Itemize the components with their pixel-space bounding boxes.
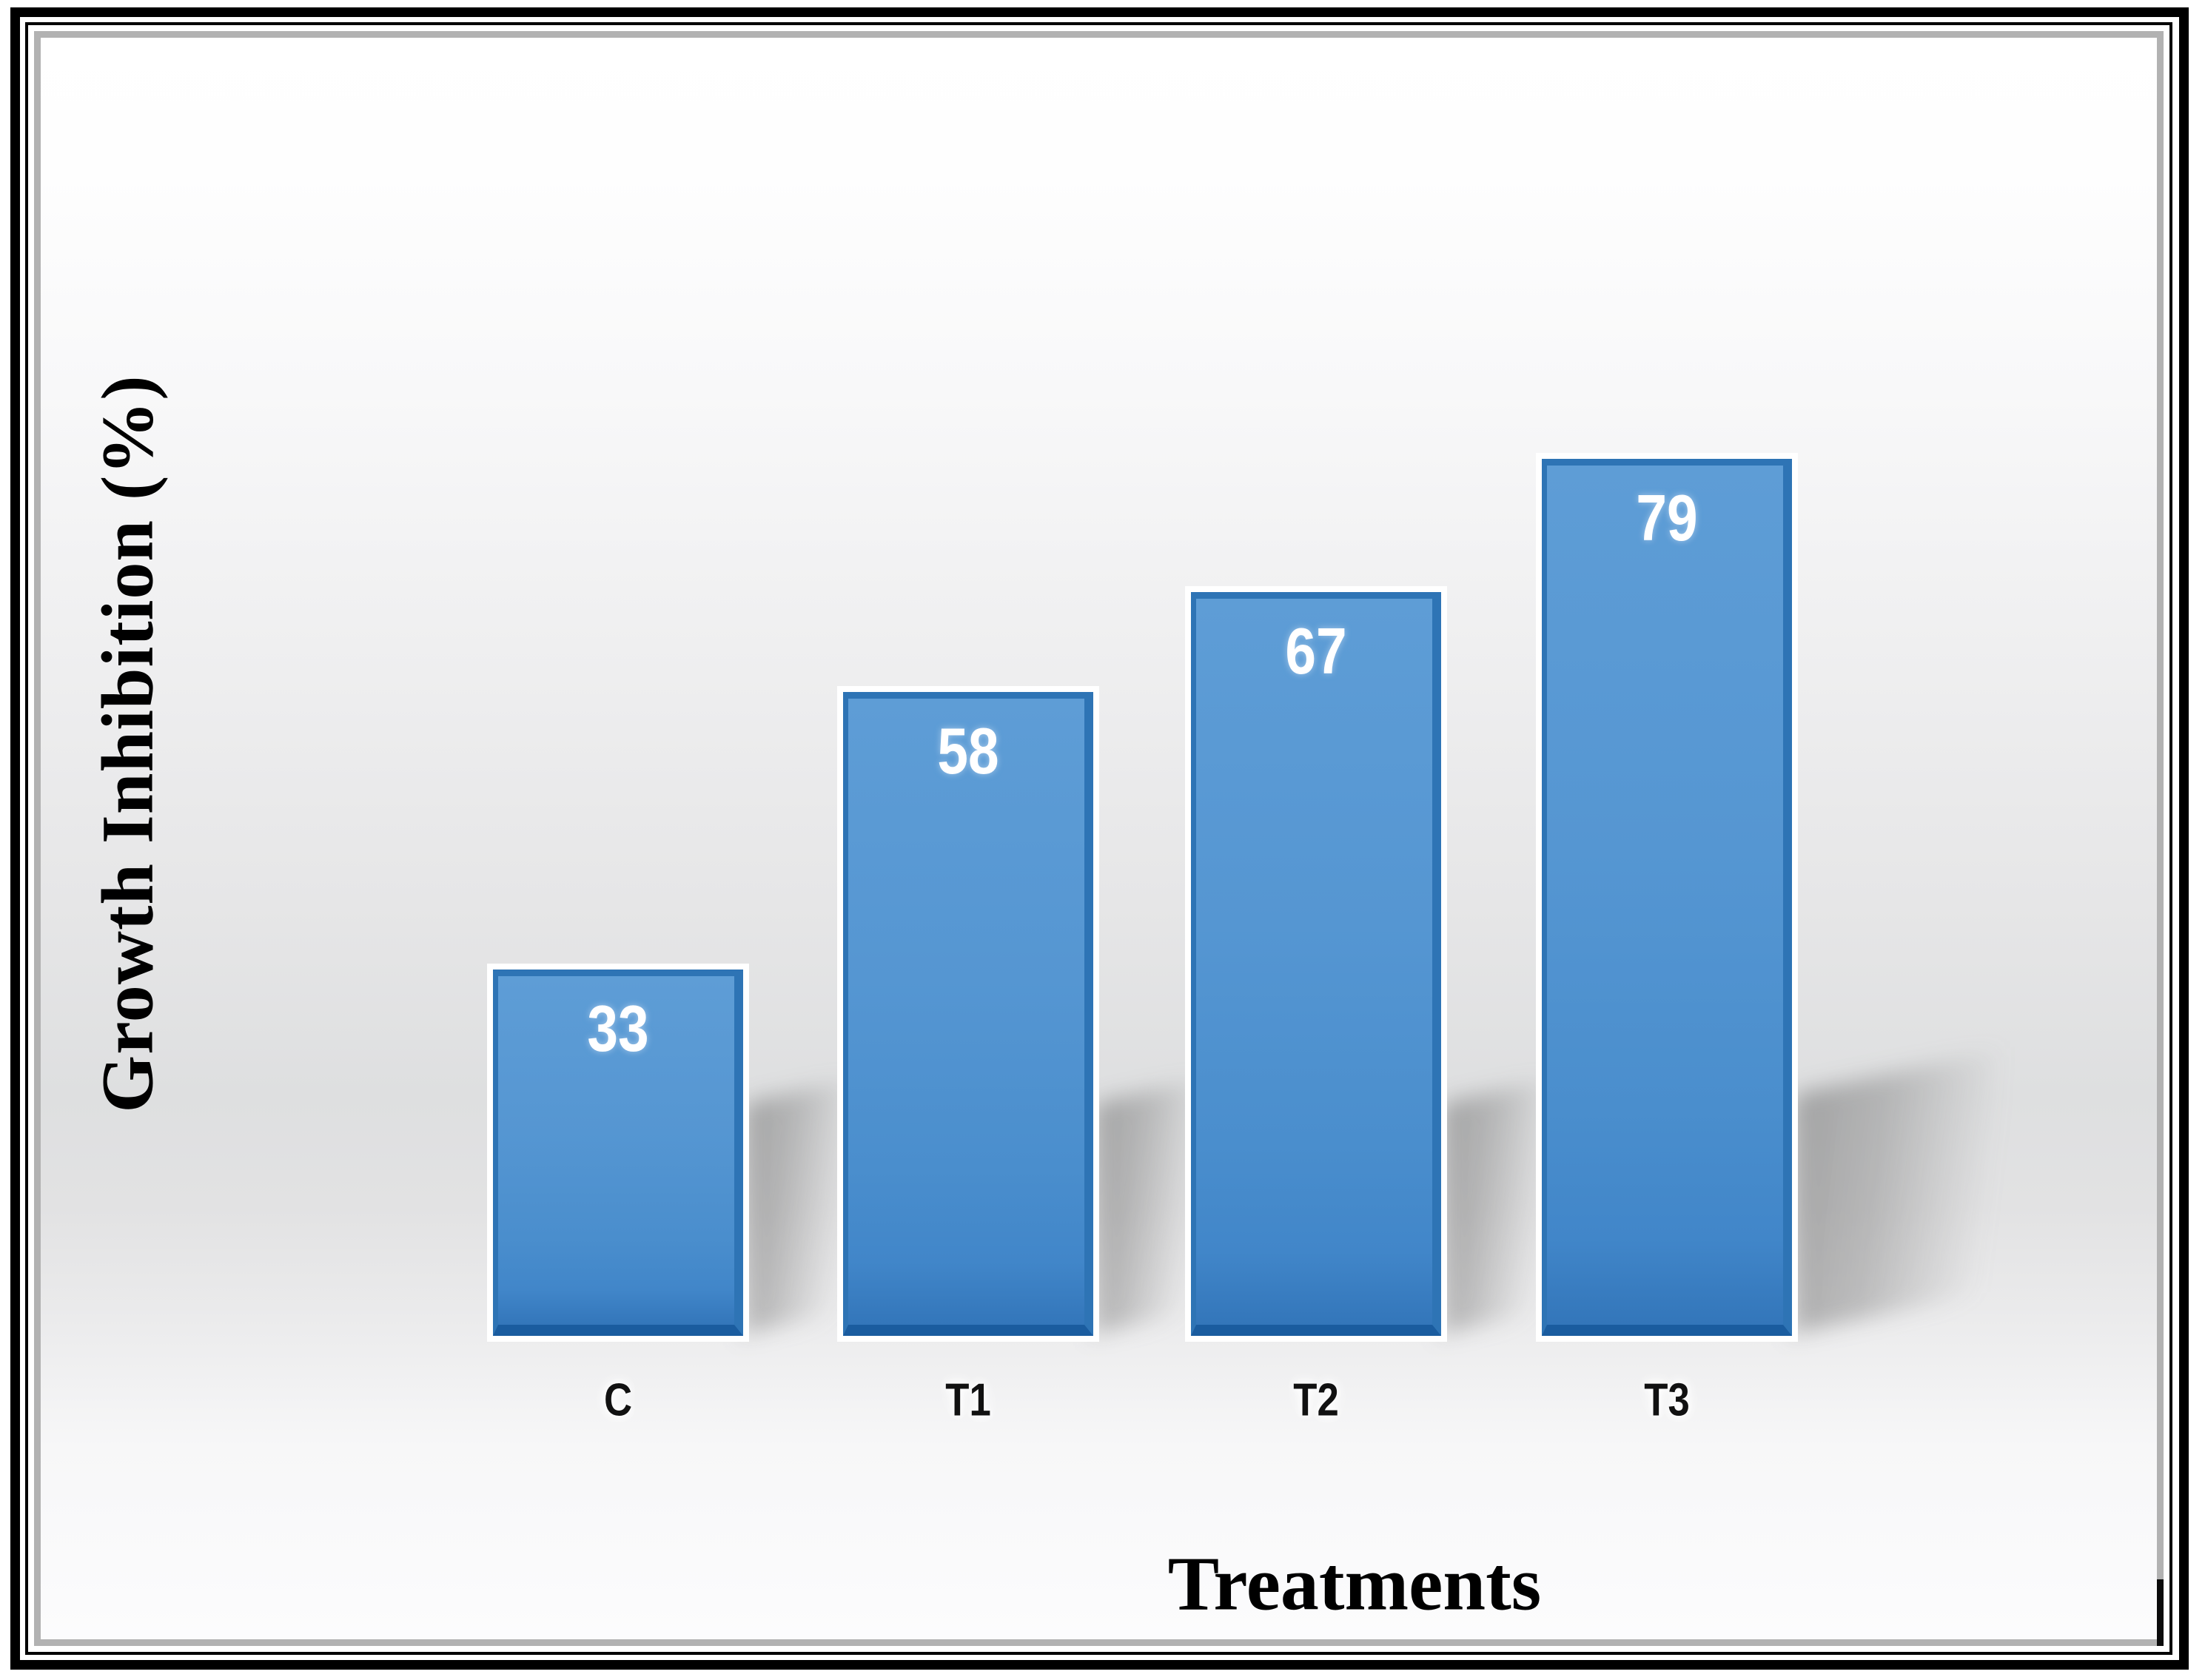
bar-value-label-T2: 67 (1285, 614, 1347, 688)
bar-fill-T1 (843, 692, 1093, 1336)
x-tick-label-T3: T3 (1644, 1374, 1690, 1426)
bar-shadow-C (745, 1081, 842, 1334)
x-tick-label-T1: T1 (945, 1374, 991, 1426)
bar-T2: 67 (1185, 586, 1447, 1342)
bar-T1: 58 (837, 686, 1099, 1342)
y-axis-title: Growth Inhibition (%) (86, 374, 169, 1113)
x-tick-label-T2: T2 (1293, 1374, 1339, 1426)
bar-value-label-C: 33 (587, 992, 649, 1065)
bar-shadow-T1 (1095, 1081, 1192, 1334)
right-edge-black-segment (2157, 1579, 2164, 1646)
bar-fill-T2 (1191, 592, 1441, 1336)
x-axis-title: Treatments (1167, 1541, 1542, 1627)
outer-black-frame (10, 7, 2189, 1670)
bar-fill-T3 (1542, 459, 1792, 1336)
bar-T3: 79 (1536, 453, 1798, 1342)
inner-black-frame (25, 22, 2172, 1655)
bar-C: 33 (487, 964, 749, 1342)
bar-shadow-T3 (1793, 1050, 1997, 1334)
bar-shadow-T2 (1443, 1081, 1540, 1334)
bar-value-label-T3: 79 (1636, 481, 1698, 554)
bar-value-label-T1: 58 (937, 714, 999, 787)
x-tick-label-C: C (603, 1374, 633, 1426)
bar-fill-C (493, 970, 743, 1336)
